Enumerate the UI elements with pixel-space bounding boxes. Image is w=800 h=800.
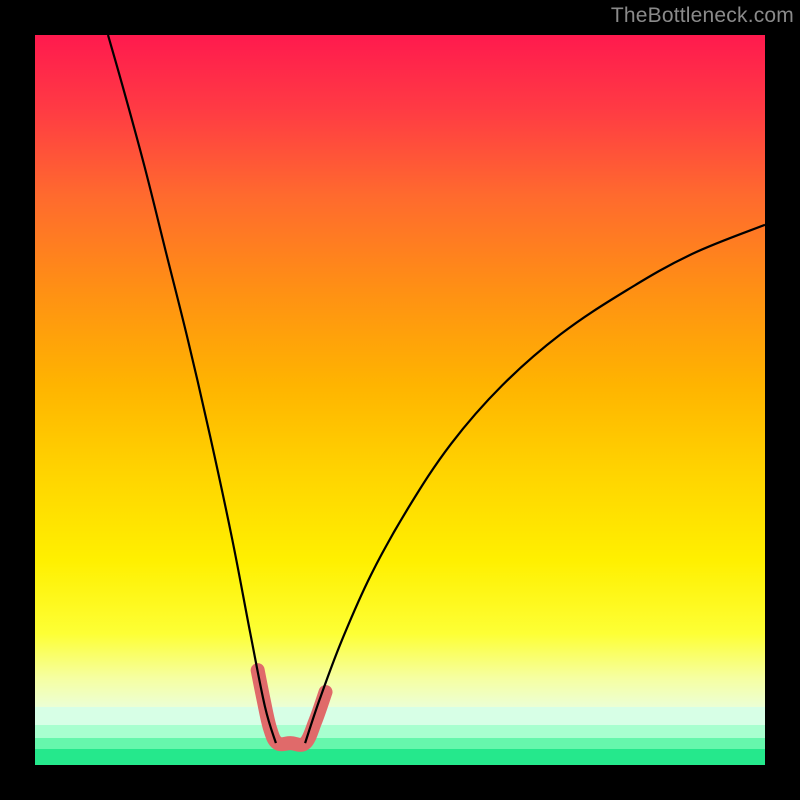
watermark-text: TheBottleneck.com <box>611 4 794 28</box>
plot-area <box>35 35 765 765</box>
chart-frame: TheBottleneck.com <box>0 0 800 800</box>
curve-layer <box>35 35 765 765</box>
bottleneck-curve-left <box>108 35 276 743</box>
highlight-v-marker <box>258 670 326 745</box>
bottleneck-curve-right <box>305 225 765 743</box>
